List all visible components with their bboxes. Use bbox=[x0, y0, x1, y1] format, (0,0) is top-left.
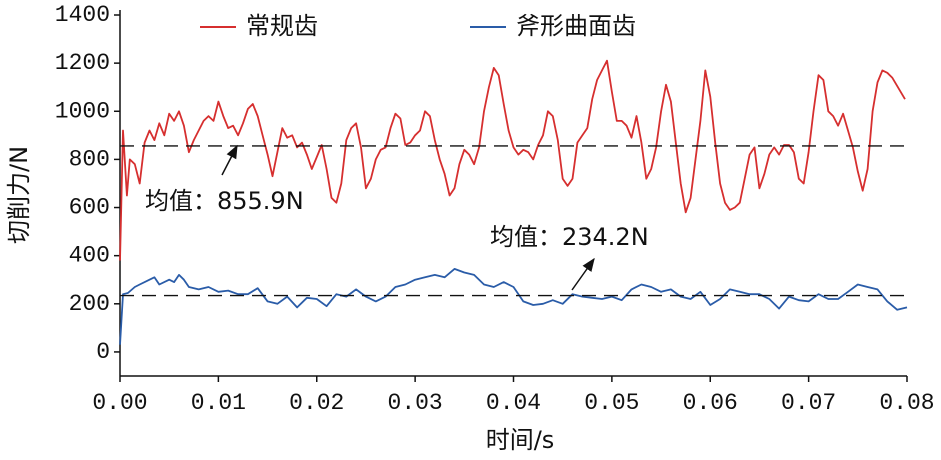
x-tick-label: 0.06 bbox=[683, 390, 738, 416]
legend-label: 斧形曲面齿 bbox=[516, 12, 636, 40]
x-tick-label: 0.03 bbox=[388, 390, 443, 416]
y-tick-label: 400 bbox=[69, 243, 110, 269]
x-axis-label: 时间/s bbox=[486, 426, 555, 454]
y-tick-label: 0 bbox=[96, 339, 110, 365]
y-tick-label: 600 bbox=[69, 195, 110, 221]
y-tick-label: 200 bbox=[69, 291, 110, 317]
y-tick-label: 1000 bbox=[55, 98, 110, 124]
x-tick-label: 0.08 bbox=[879, 390, 934, 416]
y-tick-label: 1400 bbox=[55, 2, 110, 28]
y-tick-label: 800 bbox=[69, 146, 110, 172]
x-tick-label: 0.02 bbox=[289, 390, 344, 416]
annotation-arrow bbox=[571, 257, 595, 291]
x-tick-label: 0.07 bbox=[781, 390, 836, 416]
x-tick-label: 0.05 bbox=[584, 390, 639, 416]
x-tick-label: 0.04 bbox=[486, 390, 541, 416]
legend-label: 常规齿 bbox=[246, 12, 318, 40]
y-axis-label: 切削力/N bbox=[5, 146, 33, 244]
series-line bbox=[119, 59, 906, 261]
y-tick-label: 1200 bbox=[55, 50, 110, 76]
annotation-arrow bbox=[221, 144, 238, 176]
mean-label: 均值：855.9N bbox=[145, 187, 304, 215]
x-tick-label: 0.01 bbox=[191, 390, 246, 416]
mean-label: 均值：234.2N bbox=[490, 223, 649, 251]
x-tick-label: 0.00 bbox=[92, 390, 147, 416]
series-line bbox=[119, 268, 908, 345]
